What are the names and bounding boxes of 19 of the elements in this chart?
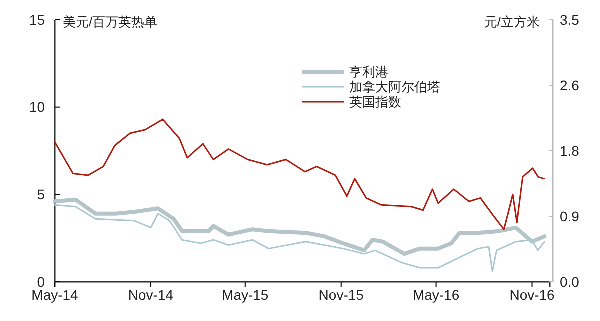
y-tick-label: 15	[29, 12, 46, 28]
legend-label: 亨利港	[350, 64, 388, 80]
y2-tick-label: 2.6	[560, 77, 580, 94]
legend-label: 加拿大阿尔伯塔	[350, 80, 440, 95]
y-tick-label: 5	[37, 186, 46, 203]
y2-tick-label: 0.0	[560, 274, 580, 290]
x-tick-label: May-15	[222, 286, 269, 303]
line-series	[54, 118, 546, 230]
y2-tick-label: 3.5	[560, 12, 580, 28]
y2-tick-label: 0.9	[560, 208, 580, 224]
y2-tick-label: 1.8	[560, 142, 580, 159]
x-tick-label: May-16	[412, 286, 460, 303]
y-axis-title: 美元/百万英热单	[63, 14, 158, 30]
y2-axis-title: 元/立方米	[484, 14, 540, 30]
legend-label: 英国指数	[350, 94, 402, 110]
x-tick-label: Nov-16	[510, 286, 556, 303]
y-tick-label: 10	[29, 99, 46, 116]
x-tick-label: Nov-14	[128, 286, 174, 303]
x-tick-label: Nov-15	[318, 286, 364, 303]
